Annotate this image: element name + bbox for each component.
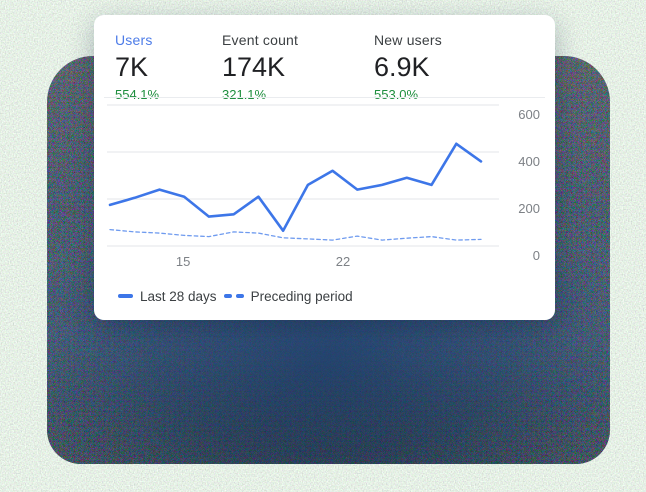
metric-value: 6.9K	[374, 52, 430, 82]
metric-label: Users	[115, 32, 153, 48]
legend-label: Preceding period	[250, 288, 353, 304]
y-axis-tick-label: 600	[518, 107, 540, 122]
x-axis-tick-label: 15	[175, 254, 191, 269]
metric-delta: 321.1%	[222, 87, 267, 102]
chart-plot	[107, 104, 499, 247]
metric-label: Event count	[222, 32, 299, 48]
section-divider	[104, 97, 545, 98]
metric-delta: 553.0%	[374, 87, 419, 102]
metric-tab-event-count[interactable]: Event count 174K 321.1%	[222, 32, 332, 102]
metric-value: 174K	[222, 52, 286, 82]
x-axis-tick-label: 22	[335, 254, 351, 269]
series-line-dashed	[109, 228, 482, 241]
solid-line-icon	[118, 294, 133, 298]
y-axis-tick-label: 400	[518, 154, 540, 169]
line-chart: 600 400 200 0 15 22	[94, 90, 555, 275]
legend-label: Last 28 days	[140, 288, 217, 304]
analytics-summary-card: Users 7K 554.1% Event count 174K 321.1% …	[94, 15, 555, 320]
dashed-line-icon	[223, 294, 244, 298]
series-line-solid	[108, 142, 483, 232]
legend-item-preceding-period: Preceding period	[223, 288, 353, 304]
metric-value: 7K	[115, 52, 149, 82]
y-axis-tick-label: 200	[518, 201, 540, 216]
metric-label: New users	[374, 32, 442, 48]
metric-delta: 554.1%	[115, 87, 160, 102]
y-axis-tick-label: 0	[532, 248, 540, 263]
metric-tab-users[interactable]: Users 7K 554.1%	[115, 32, 225, 102]
legend-item-last-28-days: Last 28 days	[118, 289, 217, 304]
metric-tab-new-users[interactable]: New users 6.9K 553.0%	[374, 32, 484, 102]
chart-legend: Last 28 days Preceding period	[118, 287, 353, 305]
